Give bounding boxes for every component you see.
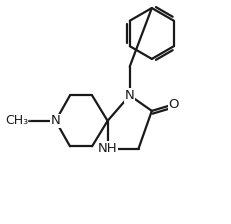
Text: methyl: methyl xyxy=(27,120,31,121)
Text: N: N xyxy=(124,89,134,102)
Text: O: O xyxy=(168,98,178,111)
Text: NH: NH xyxy=(97,142,117,155)
Text: CH₃: CH₃ xyxy=(5,114,28,127)
Text: N: N xyxy=(51,114,60,127)
